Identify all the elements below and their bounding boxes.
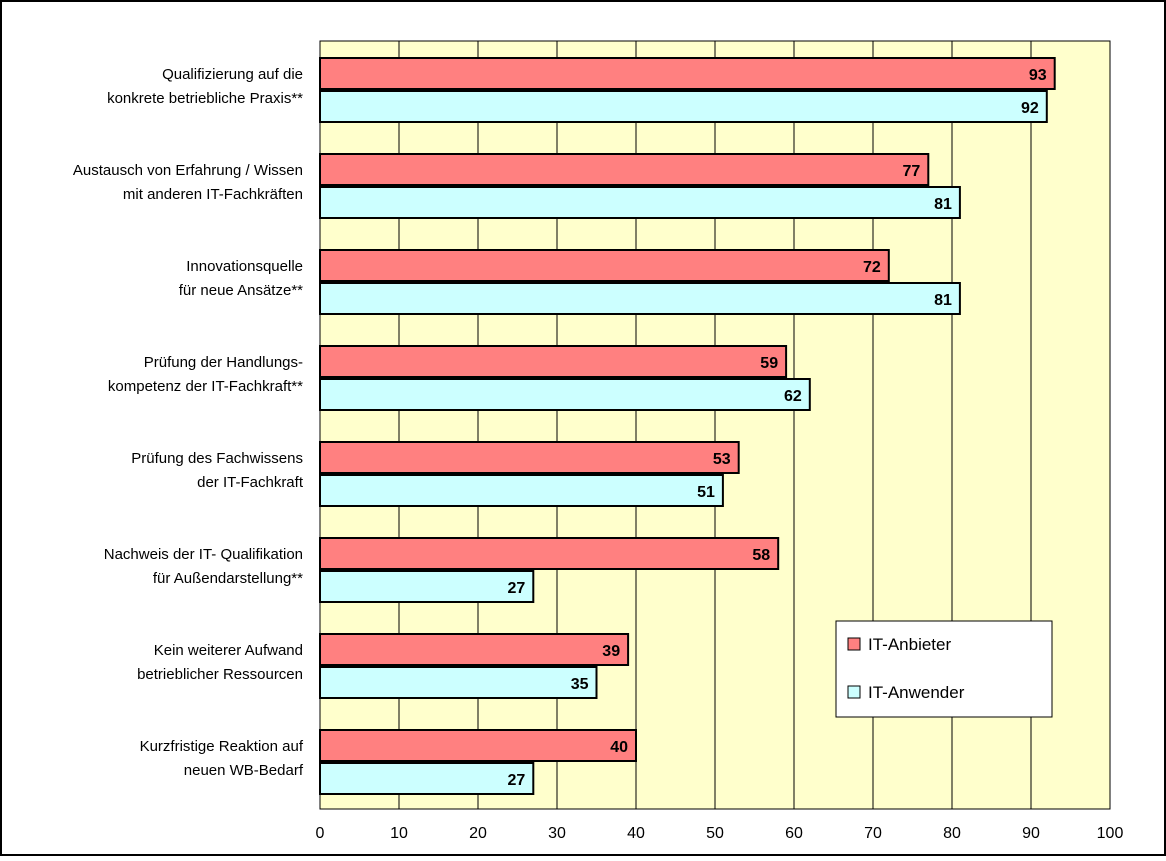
- bar-value-label: 39: [602, 643, 620, 660]
- bar: [319, 153, 930, 186]
- legend-swatch-it-anwender: [847, 685, 861, 699]
- bar: [319, 378, 811, 411]
- bar-value-label: 35: [571, 676, 589, 693]
- bar-value-label: 81: [934, 292, 952, 309]
- bar: [319, 90, 1048, 123]
- legend: IT-Anbieter IT-Anwender: [835, 620, 1053, 718]
- category-label: Kein weiterer Aufwand: [154, 642, 303, 659]
- bar: [319, 441, 740, 474]
- bar: [319, 57, 1056, 90]
- legend-box: [835, 620, 1053, 718]
- bar: [319, 474, 724, 507]
- x-tick-label: 40: [627, 825, 645, 842]
- x-tick-label: 60: [785, 825, 803, 842]
- x-tick-label: 0: [316, 825, 325, 842]
- data-labels: 93 92 77 81 72 81 59 62 53 51 58 27 39 35 40 27: [508, 67, 1047, 789]
- category-label: Innovationsquelle: [186, 258, 303, 275]
- category-label: Nachweis der IT- Qualifikation: [104, 546, 303, 563]
- bar: [319, 186, 961, 219]
- bar: [319, 729, 637, 762]
- bar-value-label: 40: [610, 739, 628, 756]
- bar: [319, 249, 890, 282]
- bar-value-label: 92: [1021, 100, 1039, 117]
- category-label: Kurzfristige Reaktion auf: [140, 738, 304, 755]
- bar: [319, 282, 961, 315]
- bar-value-label: 51: [697, 484, 715, 501]
- bar-value-label: 58: [752, 547, 770, 564]
- category-label: konkrete betriebliche Praxis**: [107, 90, 303, 107]
- x-tick-label: 30: [548, 825, 566, 842]
- x-tick-label: 70: [864, 825, 882, 842]
- bar-value-label: 81: [934, 196, 952, 213]
- x-axis-tick-labels: 0 10 20 30 40 50 60 70 80 90 100: [316, 825, 1124, 842]
- bar-value-label: 59: [760, 355, 778, 372]
- bar-value-label: 93: [1029, 67, 1047, 84]
- x-tick-label: 50: [706, 825, 724, 842]
- bar-value-label: 62: [784, 388, 802, 405]
- bar-value-label: 53: [713, 451, 731, 468]
- category-label: Prüfung des Fachwissens: [131, 450, 303, 467]
- bar: [319, 570, 535, 603]
- category-label: Austausch von Erfahrung / Wissen: [73, 162, 303, 179]
- bar-value-label: 27: [508, 772, 526, 789]
- x-tick-label: 10: [390, 825, 408, 842]
- legend-label-it-anbieter: IT-Anbieter: [868, 635, 951, 654]
- bar: [319, 666, 598, 699]
- category-label: betrieblicher Ressourcen: [137, 666, 303, 683]
- category-labels: Qualifizierung auf die konkrete betriebli…: [73, 66, 304, 779]
- legend-swatch-it-anbieter: [847, 637, 861, 651]
- bar-value-label: 77: [903, 163, 921, 180]
- bar: [319, 633, 630, 666]
- bar-value-label: 27: [508, 580, 526, 597]
- bar: [319, 762, 535, 795]
- x-tick-label: 100: [1097, 825, 1124, 842]
- category-label: Qualifizierung auf die: [162, 66, 303, 83]
- x-tick-label: 90: [1022, 825, 1040, 842]
- bars: [319, 57, 1056, 795]
- category-label: mit anderen IT-Fachkräften: [123, 186, 303, 203]
- bar-value-label: 72: [863, 259, 881, 276]
- category-label: Prüfung der Handlungs-: [144, 354, 303, 371]
- x-tick-label: 80: [943, 825, 961, 842]
- category-label: der IT-Fachkraft: [197, 474, 304, 491]
- category-label: neuen WB-Bedarf: [184, 762, 304, 779]
- bar: [319, 537, 780, 570]
- category-label: für neue Ansätze**: [179, 282, 303, 299]
- category-label: für Außendarstellung**: [153, 570, 303, 587]
- x-tick-label: 20: [469, 825, 487, 842]
- legend-label-it-anwender: IT-Anwender: [868, 683, 965, 702]
- category-label: kompetenz der IT-Fachkraft**: [108, 378, 303, 395]
- bar: [319, 345, 788, 378]
